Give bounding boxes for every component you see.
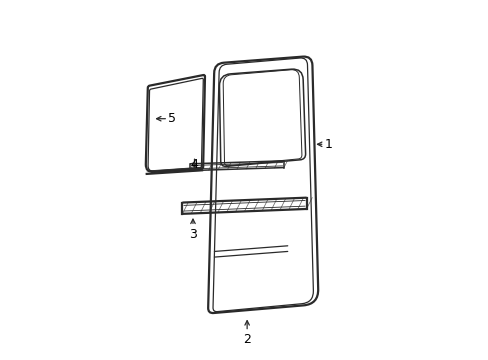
Text: 5: 5 [168, 112, 176, 125]
Text: 1: 1 [324, 138, 332, 151]
Text: 4: 4 [190, 158, 198, 171]
Text: 2: 2 [243, 333, 250, 346]
Text: 3: 3 [189, 228, 197, 241]
